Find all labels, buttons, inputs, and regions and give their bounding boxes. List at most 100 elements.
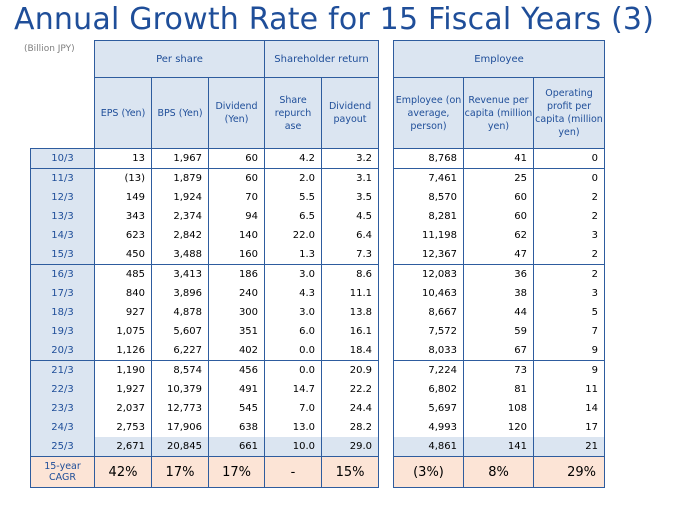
cell-dividend: 160 (207, 245, 266, 265)
cell-payout: 13.8 (321, 303, 380, 322)
cell-bps: 4,878 (151, 303, 209, 322)
table-row: 23/3 2,037 12,773 545 7.0 24.4 (30, 399, 380, 418)
cell-payout: 7.3 (321, 245, 380, 265)
row-year: 18/3 (30, 303, 95, 322)
row-year: 10/3 (30, 148, 95, 169)
table-row: 20/3 1,126 6,227 402 0.0 18.4 (30, 341, 380, 361)
row-year: 21/3 (30, 360, 95, 380)
cell-revenue: 47 (463, 245, 534, 265)
cell-payout: 3.2 (321, 148, 380, 169)
cell-employees: 8,570 (393, 188, 464, 207)
cell-repurchase: 2.0 (264, 168, 323, 188)
table-row: 17/3 840 3,896 240 4.3 11.1 (30, 284, 380, 303)
table-row: 7,224 73 9 (393, 360, 605, 380)
cell-repurchase: 3.0 (264, 264, 323, 284)
page-title: Annual Growth Rate for 15 Fiscal Years (… (14, 2, 655, 37)
col-dividend-payout: Dividend payout (321, 77, 380, 149)
cell-dividend: 70 (207, 188, 266, 207)
table-row: 8,570 60 2 (393, 188, 605, 207)
col-share-repurchase: Share repurch ase (264, 77, 323, 149)
cell-bps: 3,413 (151, 264, 209, 284)
table-row: 16/3 485 3,413 186 3.0 8.6 (30, 264, 380, 284)
cell-profit: 2 (533, 207, 605, 226)
unit-label: (Billion JPY) (24, 44, 75, 54)
table-row: 10/3 13 1,967 60 4.2 3.2 (30, 148, 380, 169)
cell-profit: 7 (533, 322, 605, 341)
per-share-table: Per share Shareholder return EPS (Yen) B… (30, 40, 380, 488)
cell-repurchase: 4.2 (264, 148, 323, 169)
cell-eps: 840 (94, 284, 152, 303)
group-per-share: Per share (93, 40, 266, 78)
cell-repurchase: 14.7 (264, 380, 323, 399)
table-row: 25/3 2,671 20,845 661 10.0 29.0 (30, 437, 380, 457)
row-year: 14/3 (30, 226, 95, 245)
row-year: 15/3 (30, 245, 95, 265)
cell-profit: 11 (533, 380, 605, 399)
cell-bps: 3,896 (151, 284, 209, 303)
cell-eps: 13 (94, 148, 152, 169)
cell-profit: 3 (533, 284, 605, 303)
cell-revenue: 60 (463, 207, 534, 226)
table-row: 7,461 25 0 (393, 168, 605, 188)
cell-employees: 8,768 (393, 148, 464, 169)
cell-eps: 2,753 (94, 418, 152, 437)
table-row: 5,697 108 14 (393, 399, 605, 418)
row-year: 11/3 (30, 168, 95, 188)
cell-profit: 2 (533, 188, 605, 207)
cell-payout: 8.6 (321, 264, 380, 284)
cell-profit: 5 (533, 303, 605, 322)
cell-payout: 3.5 (321, 188, 380, 207)
table-row: 21/3 1,190 8,574 456 0.0 20.9 (30, 360, 380, 380)
table-row: 22/3 1,927 10,379 491 14.7 22.2 (30, 380, 380, 399)
cell-eps: 1,927 (94, 380, 152, 399)
table-row: 12,367 47 2 (393, 245, 605, 265)
cell-dividend: 140 (207, 226, 266, 245)
table-row: 12,083 36 2 (393, 264, 605, 284)
cell-eps: 485 (94, 264, 152, 284)
table-row: 24/3 2,753 17,906 638 13.0 28.2 (30, 418, 380, 437)
cell-employees: 8,281 (393, 207, 464, 226)
cell-employees: 6,802 (393, 380, 464, 399)
cell-dividend: 94 (207, 207, 266, 226)
cell-dividend: 351 (207, 322, 266, 341)
cell-bps: 1,967 (151, 148, 209, 169)
cell-repurchase: 10.0 (264, 437, 323, 457)
cell-bps: 20,845 (151, 437, 209, 457)
cell-revenue: 60 (463, 188, 534, 207)
group-shareholder-return: Shareholder return (264, 40, 380, 78)
cell-employees: 5,697 (393, 399, 464, 418)
cell-payout: 28.2 (321, 418, 380, 437)
employee-table: Employee Employee (on average, person) R… (393, 40, 605, 488)
row-year: 22/3 (30, 380, 95, 399)
cell-dividend: 661 (207, 437, 266, 457)
cell-payout: 16.1 (321, 322, 380, 341)
row-year: 23/3 (30, 399, 95, 418)
cell-bps: 10,379 (151, 380, 209, 399)
col-bps: BPS (Yen) (151, 77, 209, 149)
cagr-bps: 17% (151, 456, 209, 488)
cell-repurchase: 0.0 (264, 341, 323, 361)
row-year: 12/3 (30, 188, 95, 207)
cell-eps: (13) (94, 168, 152, 188)
row-year: 16/3 (30, 264, 95, 284)
cell-bps: 1,924 (151, 188, 209, 207)
cell-payout: 11.1 (321, 284, 380, 303)
cagr-revenue: 8% (463, 456, 534, 488)
cagr-profit: 29% (533, 456, 605, 488)
cell-eps: 2,671 (94, 437, 152, 457)
cell-profit: 0 (533, 168, 605, 188)
table-row: 8,281 60 2 (393, 207, 605, 226)
cell-revenue: 25 (463, 168, 534, 188)
cell-eps: 927 (94, 303, 152, 322)
cell-payout: 3.1 (321, 168, 380, 188)
row-year: 19/3 (30, 322, 95, 341)
cell-repurchase: 6.0 (264, 322, 323, 341)
table-row: 8,768 41 0 (393, 148, 605, 169)
cell-employees: 4,861 (393, 437, 464, 457)
table-row: 8,033 67 9 (393, 341, 605, 361)
table-row: 19/3 1,075 5,607 351 6.0 16.1 (30, 322, 380, 341)
cell-revenue: 44 (463, 303, 534, 322)
cell-profit: 2 (533, 264, 605, 284)
cell-profit: 9 (533, 360, 605, 380)
cell-revenue: 120 (463, 418, 534, 437)
